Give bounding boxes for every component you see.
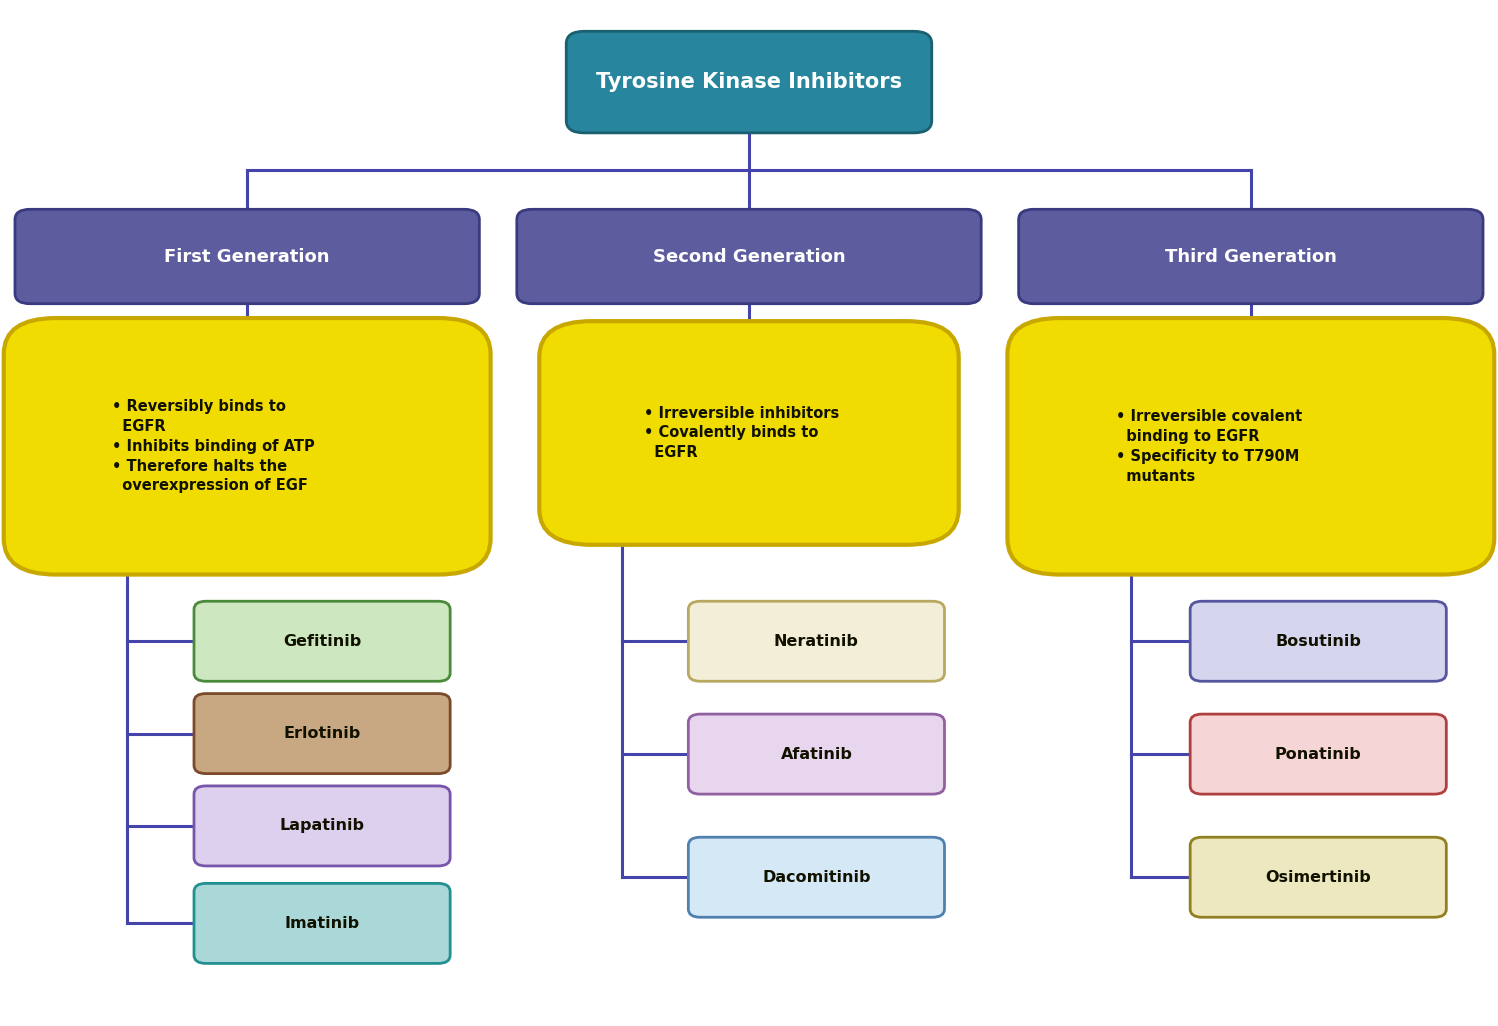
Text: Bosutinib: Bosutinib — [1275, 634, 1362, 648]
Text: Afatinib: Afatinib — [780, 747, 852, 761]
FancyBboxPatch shape — [195, 883, 449, 963]
FancyBboxPatch shape — [195, 786, 449, 866]
FancyBboxPatch shape — [195, 601, 449, 681]
Text: Neratinib: Neratinib — [774, 634, 858, 648]
Text: Lapatinib: Lapatinib — [280, 819, 364, 833]
FancyBboxPatch shape — [1189, 714, 1446, 794]
Text: Tyrosine Kinase Inhibitors: Tyrosine Kinase Inhibitors — [596, 72, 902, 92]
Text: Osimertinib: Osimertinib — [1266, 870, 1371, 884]
Text: Imatinib: Imatinib — [285, 916, 360, 931]
FancyBboxPatch shape — [1007, 318, 1495, 575]
FancyBboxPatch shape — [1189, 837, 1446, 917]
FancyBboxPatch shape — [517, 209, 981, 304]
Text: • Reversibly binds to
  EGFR
• Inhibits binding of ATP
• Therefore halts the
  o: • Reversibly binds to EGFR • Inhibits bi… — [112, 399, 315, 494]
Text: Erlotinib: Erlotinib — [283, 726, 361, 741]
FancyBboxPatch shape — [689, 837, 945, 917]
FancyBboxPatch shape — [1189, 601, 1446, 681]
Text: Gefitinib: Gefitinib — [283, 634, 361, 648]
Text: • Irreversible inhibitors
• Covalently binds to
  EGFR: • Irreversible inhibitors • Covalently b… — [644, 405, 839, 461]
Text: Dacomitinib: Dacomitinib — [762, 870, 870, 884]
Text: Third Generation: Third Generation — [1165, 247, 1336, 266]
FancyBboxPatch shape — [4, 318, 491, 575]
FancyBboxPatch shape — [566, 32, 932, 133]
Text: First Generation: First Generation — [165, 247, 330, 266]
FancyBboxPatch shape — [195, 694, 449, 774]
Text: Ponatinib: Ponatinib — [1275, 747, 1362, 761]
FancyBboxPatch shape — [539, 321, 959, 545]
FancyBboxPatch shape — [15, 209, 479, 304]
FancyBboxPatch shape — [689, 714, 945, 794]
FancyBboxPatch shape — [689, 601, 945, 681]
Text: Second Generation: Second Generation — [653, 247, 845, 266]
FancyBboxPatch shape — [1019, 209, 1483, 304]
Text: • Irreversible covalent
  binding to EGFR
• Specificity to T790M
  mutants: • Irreversible covalent binding to EGFR … — [1116, 409, 1302, 483]
